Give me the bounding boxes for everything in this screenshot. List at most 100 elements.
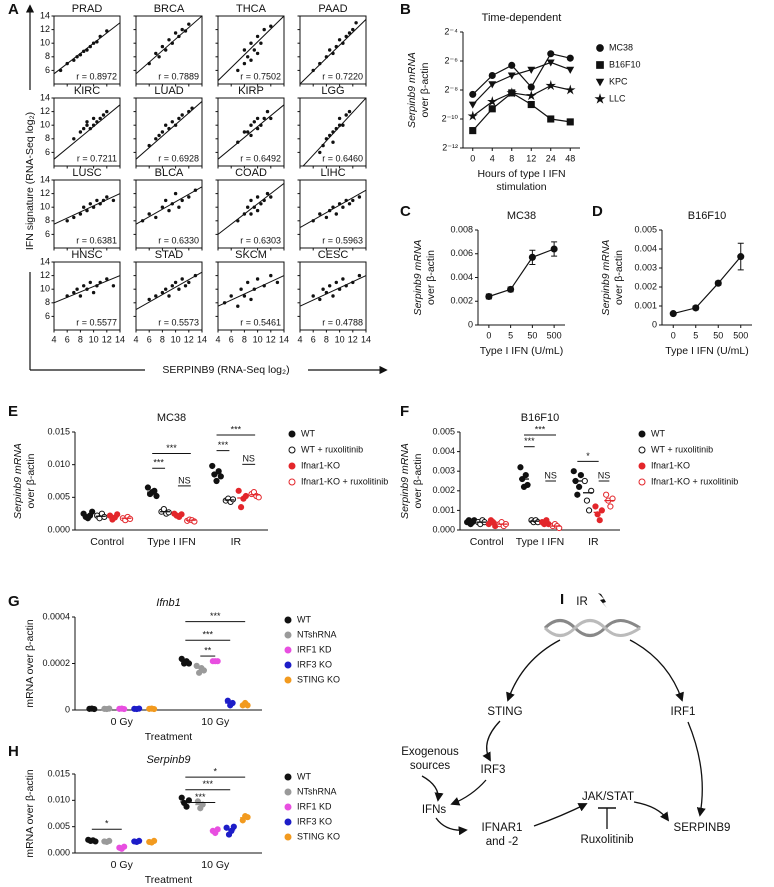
y-tick-label: 0.004 xyxy=(450,272,473,282)
point xyxy=(246,280,250,285)
x-tick-label: 12 xyxy=(526,153,536,163)
y-tick-label: 10 xyxy=(40,38,50,48)
y-axis-label: over β-actin xyxy=(613,250,625,305)
x-tick-label: Control xyxy=(90,536,124,548)
points xyxy=(136,271,202,311)
point xyxy=(153,492,160,500)
point xyxy=(183,803,190,810)
points xyxy=(218,273,284,308)
y-tick-label: 0 xyxy=(65,704,70,714)
legend-label: WT xyxy=(301,428,315,438)
point xyxy=(177,205,181,209)
point xyxy=(195,669,203,676)
point xyxy=(357,195,362,199)
marker xyxy=(488,71,496,80)
legend-marker xyxy=(284,661,292,669)
point xyxy=(164,123,168,127)
y-tick-label: 0.000 xyxy=(47,847,70,857)
legend-label: Ifnar1-KO + ruxolitinib xyxy=(301,476,388,486)
series-line xyxy=(488,248,555,298)
point xyxy=(341,277,345,281)
point xyxy=(331,140,335,144)
point xyxy=(311,294,315,298)
y-tick-label: 14 xyxy=(40,92,50,102)
marker xyxy=(550,245,558,253)
r-label: r = 0.6381 xyxy=(76,235,117,245)
x-tick-label: Type I IFN xyxy=(516,536,564,548)
point xyxy=(265,191,270,196)
point xyxy=(173,191,178,196)
point xyxy=(607,503,614,510)
point xyxy=(75,287,79,291)
x-tick-label: 12 xyxy=(184,334,194,344)
points xyxy=(54,22,120,75)
panel-label: A xyxy=(8,1,19,18)
fit-line xyxy=(302,98,366,166)
panel-label: F xyxy=(400,403,409,420)
fit-line xyxy=(218,16,284,81)
point xyxy=(209,462,216,470)
y-axis-label: over β-actin xyxy=(419,62,431,117)
point xyxy=(255,34,260,39)
point xyxy=(246,130,250,134)
x-axis-label: stimulation xyxy=(496,181,546,193)
point xyxy=(259,41,263,45)
point xyxy=(249,198,253,203)
plot-frame xyxy=(135,97,203,167)
fit-line xyxy=(54,22,120,75)
point xyxy=(229,496,237,503)
significance-label: *** xyxy=(535,424,546,434)
marker xyxy=(488,105,496,113)
x-tick-label: 8 xyxy=(242,334,247,344)
legend-label: WT xyxy=(297,771,311,781)
point xyxy=(160,290,165,295)
point xyxy=(167,208,171,213)
point xyxy=(111,198,116,203)
point xyxy=(88,44,93,49)
legend-marker xyxy=(595,78,605,87)
point xyxy=(187,280,191,285)
y-axis-label: Serpinb9 mRNA xyxy=(600,240,612,316)
significance-label: ** xyxy=(204,645,212,655)
plot-frame xyxy=(135,15,203,85)
point xyxy=(160,205,165,209)
x-tick-label: 6 xyxy=(229,334,234,344)
y-tick-label: 8 xyxy=(45,133,50,143)
panel-label: G xyxy=(8,593,20,610)
points xyxy=(300,19,366,84)
x-axis-label: Type I IFN (U/mL) xyxy=(480,345,563,357)
point xyxy=(126,515,134,522)
point xyxy=(105,195,109,199)
y-tick-label: 6 xyxy=(45,65,50,75)
marker xyxy=(669,310,677,318)
legend-label: IRF3 KO xyxy=(297,659,332,669)
legend-marker xyxy=(638,478,646,486)
subplot-title: STAD xyxy=(155,249,184,261)
y-tick-label: 0.008 xyxy=(450,224,473,234)
point xyxy=(252,120,256,124)
marker xyxy=(487,96,498,106)
legend-label: WT + ruxolitinib xyxy=(651,444,713,454)
plot-frame xyxy=(217,179,285,249)
y-axis-label: Serpinb9 mRNA xyxy=(406,52,418,128)
fit-line xyxy=(300,19,366,84)
plot-frame xyxy=(299,97,367,167)
point xyxy=(85,120,89,124)
fit-line xyxy=(218,275,284,307)
fit-line xyxy=(136,271,202,311)
point xyxy=(269,24,273,28)
arrow xyxy=(450,779,487,806)
y-tick-label: 0.003 xyxy=(432,466,455,476)
legend-marker xyxy=(288,478,296,486)
x-tick-label: 6 xyxy=(311,334,316,344)
subplot-title: BLCA xyxy=(155,167,184,179)
marker xyxy=(528,253,536,261)
marker xyxy=(565,84,576,95)
marker xyxy=(545,80,556,91)
marker xyxy=(547,115,555,123)
significance-label: *** xyxy=(166,443,177,453)
marker xyxy=(508,61,516,69)
x-tick-label: 14 xyxy=(361,334,371,344)
y-tick-label: 2⁻¹⁰ xyxy=(442,113,459,123)
point xyxy=(318,297,322,302)
